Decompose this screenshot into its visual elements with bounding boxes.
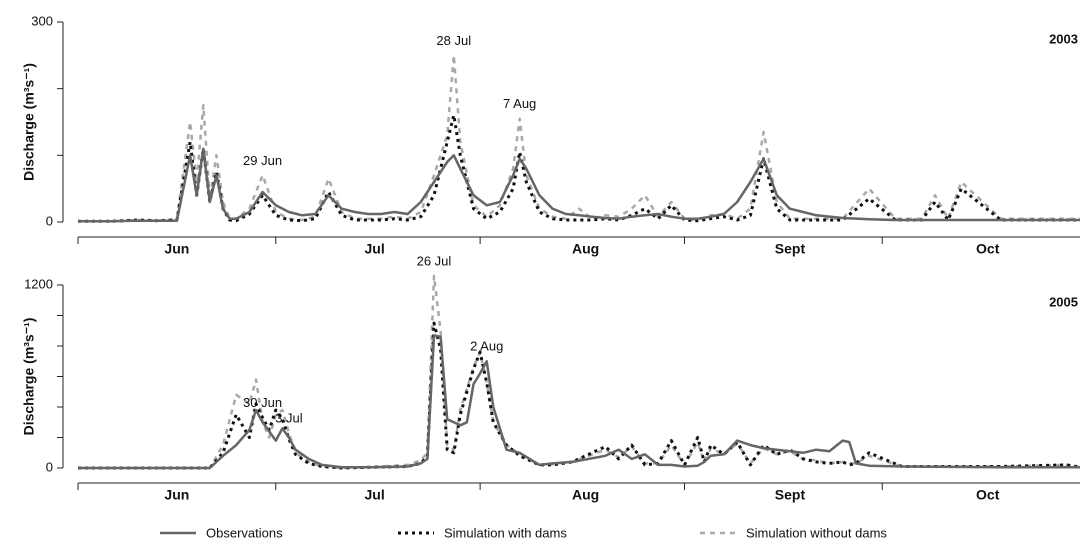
month-label: Oct — [976, 241, 1000, 257]
y-axis-title: Discharge (m³s⁻¹) — [21, 318, 37, 436]
annotation: 29 Jun — [243, 153, 282, 168]
y-tick-label: 1200 — [24, 276, 53, 291]
series-line — [78, 321, 1081, 470]
month-label: Jun — [164, 487, 189, 503]
annotation: 30 Jun — [243, 395, 282, 410]
annotation: 3 Jul — [275, 410, 303, 425]
y-tick-label: 300 — [31, 13, 53, 28]
annotation: 7 Aug — [503, 96, 536, 111]
month-label: Aug — [572, 487, 599, 503]
legend-label: Simulation without dams — [746, 525, 887, 540]
legend-label: Simulation with dams — [444, 525, 567, 540]
series-line — [78, 274, 1081, 470]
month-label: Oct — [976, 487, 1000, 503]
annotation: 26 Jul — [417, 253, 452, 268]
annotation: 2 Aug — [470, 339, 503, 354]
panel-label: 2005 — [1049, 294, 1078, 309]
legend-label: Observations — [206, 525, 283, 540]
month-label: Sept — [775, 487, 806, 503]
y-tick-label: 0 — [46, 459, 53, 474]
month-label: Jun — [164, 241, 189, 257]
series-line — [78, 54, 1080, 223]
series-line — [78, 113, 1080, 223]
month-label: Sept — [775, 241, 806, 257]
y-axis-title: Discharge (m³s⁻¹) — [21, 63, 37, 181]
annotation: 28 Jul — [436, 33, 471, 48]
series-line — [78, 334, 1080, 470]
month-label: Jul — [365, 487, 385, 503]
y-tick-label: 0 — [46, 213, 53, 228]
month-label: Aug — [572, 241, 599, 257]
panel-label: 2003 — [1049, 31, 1078, 46]
month-label: Jul — [365, 241, 385, 257]
series-line — [78, 147, 1080, 223]
